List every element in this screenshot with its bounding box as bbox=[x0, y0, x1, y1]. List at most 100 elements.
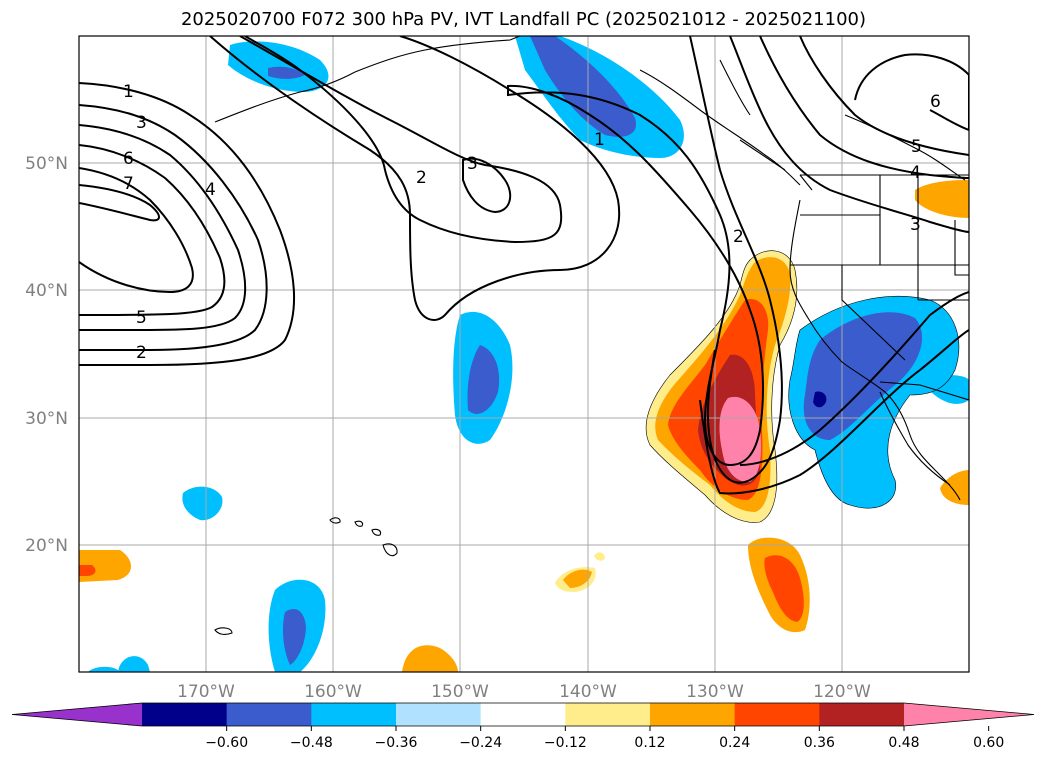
colorbar-tick-label: 0.12 bbox=[634, 735, 665, 751]
bc-coast bbox=[719, 59, 813, 191]
contour-ne-2 bbox=[759, 36, 969, 179]
colorbar-segment bbox=[226, 703, 312, 726]
contour-mid-2 bbox=[209, 36, 621, 321]
colorbar-segment bbox=[480, 703, 566, 726]
negative-anomaly-southwest-peak bbox=[813, 391, 827, 408]
hawaii-island-4 bbox=[382, 543, 398, 557]
lon-label: 140°W bbox=[559, 682, 617, 702]
contour-label: 3 bbox=[910, 215, 921, 235]
contour-west-4 bbox=[79, 144, 226, 316]
positive-anomaly-southeast bbox=[940, 470, 969, 505]
contour-ne-3 bbox=[799, 36, 969, 156]
colorbar-tick-label: 0.60 bbox=[973, 735, 1004, 751]
contour-label: 7 bbox=[123, 174, 134, 194]
negative-anomaly-aleutian-core bbox=[268, 66, 305, 79]
contour-label: 2 bbox=[136, 343, 147, 363]
colorbar-tick-label: −0.60 bbox=[205, 735, 248, 751]
contour-label: 4 bbox=[205, 180, 216, 200]
contour-label: 5 bbox=[136, 308, 147, 328]
map-frame bbox=[78, 35, 970, 673]
positive-anomaly-bottom bbox=[402, 645, 458, 672]
contour-east-1 bbox=[507, 84, 764, 467]
colorbar-tick-label: −0.48 bbox=[290, 735, 333, 751]
positive-anomaly-south-core bbox=[764, 555, 804, 622]
hudson-bay-coast bbox=[844, 114, 966, 181]
positive-anomaly-small-2 bbox=[594, 552, 605, 561]
shaded-field-layer bbox=[79, 36, 969, 672]
colorbar-segment bbox=[311, 703, 397, 726]
negative-anomaly-central-core bbox=[467, 345, 500, 414]
figure-title: 2025020700 F072 300 hPa PV, IVT Landfall… bbox=[180, 9, 867, 30]
colorbar-segment bbox=[734, 703, 820, 726]
colorbar-segment bbox=[142, 703, 228, 726]
positive-anomaly-northeast bbox=[915, 180, 969, 218]
colorbar-segment bbox=[819, 703, 905, 726]
colorbar-segment bbox=[396, 703, 482, 726]
longitude-labels: 170°W 160°W 150°W 140°W 130°W 120°W bbox=[177, 682, 871, 702]
us-mexico-border bbox=[879, 381, 969, 401]
contour-label: 4 bbox=[910, 163, 921, 183]
contour-label: 3 bbox=[136, 113, 147, 133]
small-island bbox=[214, 627, 233, 635]
us-state-border-3 bbox=[841, 265, 906, 361]
contour-lines bbox=[79, 36, 969, 495]
contour-ne-4 bbox=[854, 53, 969, 132]
contour-east-loop-2 bbox=[739, 291, 969, 466]
lon-label: 150°W bbox=[431, 682, 489, 702]
colorbar-tick-label: 0.48 bbox=[888, 735, 919, 751]
contour-mid-3 bbox=[239, 36, 563, 244]
colorbar-tick-label: −0.36 bbox=[375, 735, 418, 751]
positive-anomaly-small-1-core bbox=[563, 569, 592, 588]
hawaii-island-2 bbox=[354, 520, 364, 527]
us-state-border-1 bbox=[800, 175, 881, 216]
colorbar-segment bbox=[565, 703, 651, 726]
colorbar-tick-label: −0.24 bbox=[459, 735, 502, 751]
negative-anomaly-gulf-core bbox=[530, 36, 636, 137]
lat-label: 30°N bbox=[25, 409, 68, 429]
colorbar-extend-high bbox=[904, 703, 1034, 726]
contour-label: 6 bbox=[123, 149, 134, 169]
contour-label: 3 bbox=[467, 154, 478, 174]
negative-anomaly-small-2 bbox=[88, 666, 120, 672]
contour-west-2 bbox=[79, 104, 268, 351]
negative-anomaly-south-core bbox=[282, 608, 306, 665]
lat-label: 50°N bbox=[25, 154, 68, 174]
contour-label: 1 bbox=[123, 82, 134, 102]
colorbar-tick-label: −0.12 bbox=[544, 735, 587, 751]
negative-anomaly-aleutian bbox=[228, 41, 329, 92]
us-west-coast bbox=[789, 199, 961, 501]
contour-east-loop bbox=[699, 329, 969, 495]
contour-west-5 bbox=[79, 167, 194, 294]
colorbar-extend-low bbox=[12, 703, 142, 726]
lat-label: 20°N bbox=[25, 536, 68, 556]
colorbar-tick-label: 0.36 bbox=[804, 735, 835, 751]
contour-ne-1 bbox=[729, 36, 969, 233]
contour-mid-3b bbox=[462, 157, 512, 214]
hawaii-island-3 bbox=[371, 528, 382, 536]
colorbar-outline bbox=[11, 702, 1035, 727]
contour-east-2 bbox=[689, 36, 783, 484]
contour-label: 2 bbox=[733, 227, 744, 247]
alaska-coast bbox=[214, 36, 521, 123]
negative-anomaly-small-1 bbox=[182, 486, 223, 521]
contour-west-1 bbox=[79, 82, 295, 366]
lat-label: 40°N bbox=[25, 281, 68, 301]
us-state-border-5 bbox=[918, 220, 969, 301]
baja-coast bbox=[879, 391, 951, 486]
colorbar-tick-label: 0.24 bbox=[719, 735, 750, 751]
lon-label: 160°W bbox=[304, 682, 362, 702]
contour-label: 6 bbox=[930, 92, 941, 112]
us-state-border-4 bbox=[879, 175, 919, 300]
contour-labels: 1 3 6 7 4 5 2 2 3 1 2 6 5 4 3 bbox=[123, 82, 941, 363]
positive-anomaly-west-core bbox=[79, 565, 96, 576]
latitude-labels: 50°N 40°N 30°N 20°N bbox=[25, 154, 68, 556]
contour-west-3 bbox=[79, 124, 247, 331]
contour-label: 2 bbox=[416, 168, 427, 188]
coastlines bbox=[214, 36, 969, 635]
contour-label: 5 bbox=[911, 137, 922, 157]
negative-anomaly-small-3 bbox=[118, 656, 150, 672]
colorbar-segment bbox=[650, 703, 736, 726]
contour-label: 1 bbox=[594, 130, 605, 150]
colorbar: −0.60 −0.48 −0.36 −0.24 −0.12 0.12 0.24 0.36 0.4… bbox=[11, 702, 1035, 751]
